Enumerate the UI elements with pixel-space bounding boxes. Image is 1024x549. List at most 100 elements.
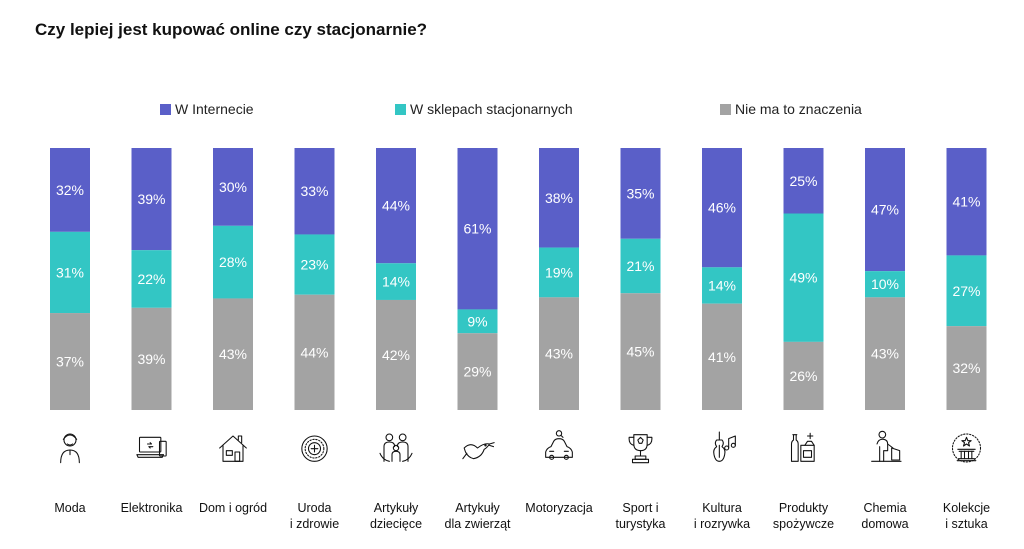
data-label: 14%	[382, 274, 410, 290]
legend-label: Nie ma to znaczenia	[735, 101, 862, 117]
category-label: Kultura i rozrywka	[694, 501, 750, 531]
data-label: 37%	[56, 354, 84, 370]
cleaning-icon	[871, 430, 902, 462]
bar-segment	[213, 225, 253, 299]
bar-segment	[946, 148, 987, 256]
category-label: Elektronika	[121, 501, 183, 515]
legend-swatch	[395, 104, 406, 115]
data-label: 42%	[382, 347, 410, 363]
bar-stack: 30% 28% 43%	[213, 148, 253, 410]
bar-segment	[539, 148, 579, 248]
bar-segment	[620, 293, 661, 410]
bar-segment	[620, 238, 661, 294]
bar-stack: 44% 14% 42%	[376, 148, 416, 410]
chart-title: Czy lepiej jest kupować online czy stacj…	[35, 20, 428, 39]
bird-icon	[462, 442, 495, 460]
data-label: 30%	[219, 179, 247, 195]
bar-stack: 32% 31% 37%	[50, 148, 90, 410]
data-label: 49%	[789, 270, 817, 286]
bar-segment	[865, 297, 905, 410]
bar-segment	[946, 255, 987, 327]
bar-segment	[131, 148, 172, 251]
category-label: Chemia domowa	[861, 501, 908, 531]
data-label: 19%	[545, 264, 573, 280]
category-label: Motoryzacja	[525, 501, 592, 515]
data-label: 38%	[545, 190, 573, 206]
bar-segment	[702, 267, 742, 304]
data-label: 44%	[300, 344, 328, 360]
data-label: 22%	[137, 271, 165, 287]
bar-segment	[376, 263, 416, 300]
data-label: 28%	[219, 254, 247, 270]
bar-segment	[457, 148, 498, 310]
data-label: 43%	[545, 346, 573, 362]
bar-stack: 35% 21% 45%	[620, 148, 661, 410]
bar-segment	[294, 148, 335, 235]
data-label: 33%	[300, 183, 328, 199]
bar-segment	[702, 303, 742, 410]
art-column-icon	[951, 433, 982, 463]
data-label: 32%	[952, 360, 980, 376]
bar-segment	[376, 148, 416, 264]
category-labels: Moda Elektronika Dom i ogród Uroda i zdrowie…	[54, 501, 990, 531]
category-label: Kolekcje i sztuka	[943, 501, 990, 531]
data-label: 43%	[871, 346, 899, 362]
bar-segment	[783, 148, 824, 214]
bar-segment	[539, 297, 579, 410]
data-label: 31%	[56, 264, 84, 280]
house-icon	[219, 435, 247, 462]
data-label: 10%	[871, 276, 899, 292]
bar-stack: 39% 22% 39%	[131, 148, 172, 410]
bar-segment	[457, 333, 498, 410]
trophy-icon	[628, 434, 653, 464]
bar-segment	[294, 294, 335, 410]
legend-swatch	[160, 104, 171, 115]
bar-stack: 41% 27% 32%	[946, 148, 987, 410]
data-label: 35%	[626, 185, 654, 201]
category-label: Sport i turystyka	[615, 501, 665, 531]
data-label: 39%	[137, 351, 165, 367]
category-label: Artykuły dla zwierząt	[445, 501, 512, 531]
bar-segment	[620, 148, 661, 239]
legend-item: W Internecie	[160, 101, 254, 117]
bar-stack: 25% 49% 26%	[783, 148, 824, 410]
legend-label: W Internecie	[175, 101, 254, 117]
legend-label: W sklepach stacjonarnych	[410, 101, 573, 117]
bar-segment	[865, 271, 905, 298]
data-label: 45%	[626, 344, 654, 360]
groceries-icon	[790, 432, 815, 462]
bar-segment	[783, 213, 824, 342]
cosmetics-icon	[301, 435, 328, 462]
bar-segment	[50, 148, 90, 232]
car-icon	[545, 430, 573, 460]
data-label: 61%	[463, 221, 491, 237]
category-label: Uroda i zdrowie	[290, 501, 339, 531]
bar-segment	[783, 341, 824, 410]
bar-segment	[376, 299, 416, 410]
category-label: Artykuły dziecięce	[370, 501, 422, 531]
person-icon	[60, 433, 80, 464]
bar-stack: 46% 14% 41%	[702, 148, 742, 410]
bars: 32% 31% 37% 39% 22% 39% 30% 28% 43% 33% 23% 44% 44% 1…	[50, 148, 987, 410]
legend: W Internecie W sklepach stacjonarnych Nie …	[160, 101, 862, 117]
bar-segment	[539, 247, 579, 298]
data-label: 44%	[382, 198, 410, 214]
data-label: 23%	[300, 257, 328, 273]
data-label: 41%	[708, 349, 736, 365]
bar-segment	[946, 326, 987, 410]
bar-segment	[213, 148, 253, 226]
laptop-icon	[136, 436, 167, 458]
data-label: 9%	[467, 313, 487, 329]
violin-icon	[713, 431, 736, 462]
data-label: 29%	[463, 364, 491, 380]
data-label: 39%	[137, 191, 165, 207]
bar-stack: 33% 23% 44%	[294, 148, 335, 410]
data-label: 27%	[952, 283, 980, 299]
bar-segment	[131, 250, 172, 308]
data-label: 25%	[789, 173, 817, 189]
category-icons	[60, 430, 982, 464]
data-label: 32%	[56, 182, 84, 198]
bar-segment	[50, 231, 90, 314]
legend-swatch	[720, 104, 731, 115]
